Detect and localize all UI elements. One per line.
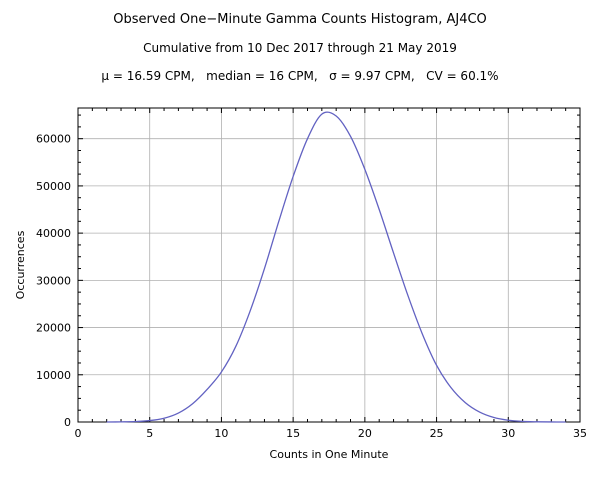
x-tick-label: 0 bbox=[75, 427, 82, 440]
x-tick-label: 20 bbox=[358, 427, 372, 440]
y-tick-label: 40000 bbox=[36, 227, 71, 240]
x-tick-label: 35 bbox=[573, 427, 587, 440]
chart-title: Observed One−Minute Gamma Counts Histogr… bbox=[113, 12, 487, 27]
x-tick-label: 10 bbox=[214, 427, 228, 440]
y-tick-label: 20000 bbox=[36, 322, 71, 335]
plot-frame bbox=[77, 107, 581, 423]
chart-subtitle: Cumulative from 10 Dec 2017 through 21 M… bbox=[143, 41, 457, 55]
y-tick-label: 10000 bbox=[36, 369, 71, 382]
x-tick-label: 30 bbox=[501, 427, 515, 440]
y-axis-label: Occurrences bbox=[14, 230, 27, 299]
x-axis-label: Counts in One Minute bbox=[270, 448, 389, 461]
histogram-curve bbox=[106, 111, 566, 423]
chart-stats-line: μ = 16.59 CPM, median = 16 CPM, σ = 9.97… bbox=[101, 69, 499, 83]
y-tick-label: 60000 bbox=[36, 133, 71, 146]
y-tick-label: 0 bbox=[64, 416, 71, 429]
y-tick-label: 50000 bbox=[36, 180, 71, 193]
x-tick-label: 15 bbox=[286, 427, 300, 440]
y-tick-label: 30000 bbox=[36, 274, 71, 287]
x-tick-label: 5 bbox=[146, 427, 153, 440]
x-tick-label: 25 bbox=[430, 427, 444, 440]
